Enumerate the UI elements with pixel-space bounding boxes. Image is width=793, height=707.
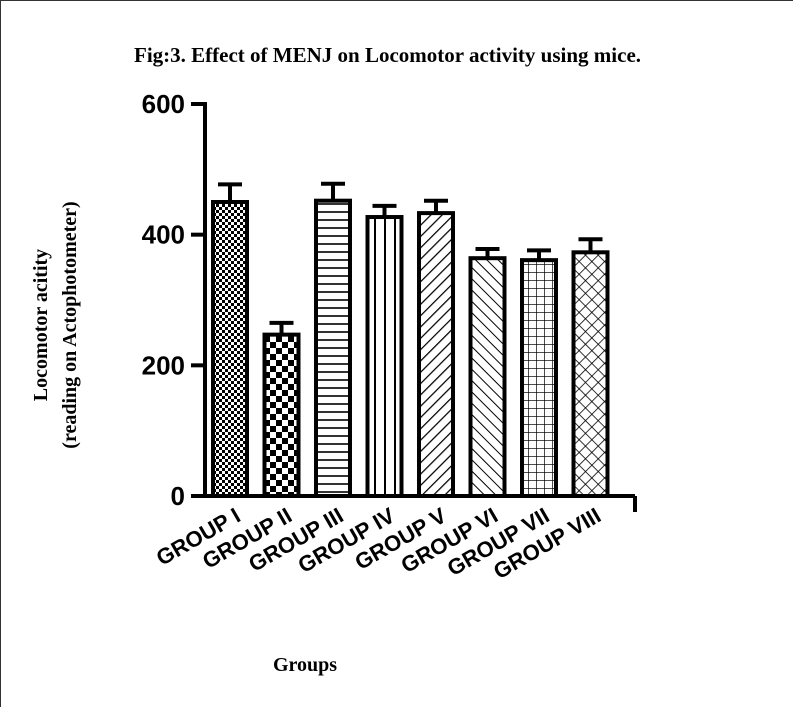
y-tick-label-400: 400 [142, 220, 185, 250]
y-axis-label-line-1: Locomotor acitity [30, 249, 52, 401]
bar-7 [520, 258, 558, 498]
bar-5 [417, 211, 455, 499]
bar-4 [365, 215, 404, 498]
bar-1 [211, 200, 249, 498]
y-tick-label-600: 600 [142, 89, 185, 119]
bar-6 [468, 256, 507, 499]
y-axis-label-line-2: (reading on Actophotometer) [59, 201, 81, 448]
y-tick-label-200: 200 [142, 350, 185, 380]
chart-title: Fig:3. Effect of MENJ on Locomotor activ… [134, 43, 641, 67]
bar-3 [314, 198, 352, 498]
y-tick-label-0: 0 [171, 481, 185, 511]
bar-8 [571, 250, 610, 498]
bar-2 [262, 332, 301, 499]
axes-layer: 0 200 400 600 [142, 89, 637, 512]
x-axis-label: Groups [273, 654, 337, 676]
